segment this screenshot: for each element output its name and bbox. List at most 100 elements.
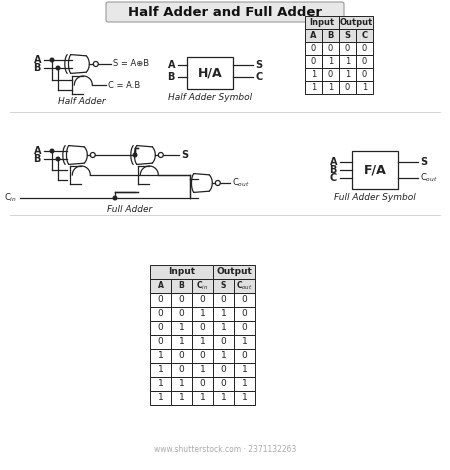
Text: 1: 1 <box>179 379 184 389</box>
Text: S = A⊕B: S = A⊕B <box>113 60 149 69</box>
Text: A: A <box>167 60 175 70</box>
FancyBboxPatch shape <box>339 81 356 94</box>
Text: Input: Input <box>310 18 334 27</box>
FancyBboxPatch shape <box>150 377 171 391</box>
FancyBboxPatch shape <box>234 363 255 377</box>
Text: 1: 1 <box>179 337 184 346</box>
Text: Full Adder Symbol: Full Adder Symbol <box>334 193 416 202</box>
Text: 0: 0 <box>158 323 163 332</box>
Text: 1: 1 <box>220 310 226 319</box>
FancyBboxPatch shape <box>322 29 339 42</box>
Text: A: A <box>33 146 41 156</box>
Text: 1: 1 <box>158 366 163 375</box>
Text: B: B <box>179 282 184 290</box>
Text: B: B <box>34 154 41 164</box>
Text: 0: 0 <box>200 352 205 360</box>
Text: S: S <box>345 31 351 40</box>
FancyBboxPatch shape <box>234 377 255 391</box>
FancyBboxPatch shape <box>322 42 339 55</box>
FancyBboxPatch shape <box>192 363 213 377</box>
Text: 1: 1 <box>242 379 248 389</box>
FancyBboxPatch shape <box>150 307 171 321</box>
FancyBboxPatch shape <box>150 279 171 293</box>
Text: 0: 0 <box>179 310 184 319</box>
Text: C$_{out}$: C$_{out}$ <box>420 172 438 184</box>
Text: 1: 1 <box>242 337 248 346</box>
FancyBboxPatch shape <box>150 265 213 279</box>
FancyBboxPatch shape <box>213 363 234 377</box>
Text: 0: 0 <box>345 83 350 92</box>
FancyBboxPatch shape <box>171 377 192 391</box>
Text: 0: 0 <box>158 296 163 305</box>
FancyBboxPatch shape <box>305 29 322 42</box>
Text: 1: 1 <box>345 57 350 66</box>
Text: 0: 0 <box>220 337 226 346</box>
Text: 0: 0 <box>179 366 184 375</box>
Circle shape <box>113 196 117 200</box>
FancyBboxPatch shape <box>234 349 255 363</box>
Text: 1: 1 <box>220 352 226 360</box>
Text: www.shutterstock.com · 2371132263: www.shutterstock.com · 2371132263 <box>154 446 296 454</box>
FancyBboxPatch shape <box>213 391 234 405</box>
Text: C$_{out}$: C$_{out}$ <box>236 280 253 292</box>
Text: 0: 0 <box>328 44 333 53</box>
FancyBboxPatch shape <box>192 377 213 391</box>
Text: Output: Output <box>216 267 252 276</box>
FancyBboxPatch shape <box>213 377 234 391</box>
FancyBboxPatch shape <box>339 42 356 55</box>
Text: 1: 1 <box>200 337 205 346</box>
Text: 0: 0 <box>242 296 248 305</box>
Text: 1: 1 <box>158 379 163 389</box>
FancyBboxPatch shape <box>322 81 339 94</box>
Text: C$_{out}$: C$_{out}$ <box>232 177 250 189</box>
Text: 1: 1 <box>242 366 248 375</box>
Text: C: C <box>255 72 262 82</box>
Text: 1: 1 <box>158 393 163 402</box>
Text: H/A: H/A <box>198 66 222 79</box>
Text: 0: 0 <box>179 296 184 305</box>
Text: B: B <box>34 63 41 73</box>
Text: Input: Input <box>168 267 195 276</box>
FancyBboxPatch shape <box>192 307 213 321</box>
Text: 0: 0 <box>242 352 248 360</box>
Text: 1: 1 <box>311 70 316 79</box>
Text: 0: 0 <box>220 379 226 389</box>
FancyBboxPatch shape <box>234 279 255 293</box>
FancyBboxPatch shape <box>171 363 192 377</box>
Text: Half Adder and Full Adder: Half Adder and Full Adder <box>128 6 322 18</box>
Text: A: A <box>310 31 317 40</box>
Text: 0: 0 <box>200 323 205 332</box>
FancyBboxPatch shape <box>356 42 373 55</box>
Text: 0: 0 <box>345 44 350 53</box>
FancyBboxPatch shape <box>171 307 192 321</box>
FancyBboxPatch shape <box>305 16 339 29</box>
FancyBboxPatch shape <box>171 349 192 363</box>
FancyBboxPatch shape <box>339 55 356 68</box>
FancyBboxPatch shape <box>356 81 373 94</box>
Text: 1: 1 <box>200 366 205 375</box>
Text: A: A <box>33 55 41 65</box>
Circle shape <box>133 153 137 157</box>
Text: 1: 1 <box>362 83 367 92</box>
Text: 0: 0 <box>311 57 316 66</box>
FancyBboxPatch shape <box>213 335 234 349</box>
FancyBboxPatch shape <box>339 68 356 81</box>
FancyBboxPatch shape <box>339 29 356 42</box>
FancyBboxPatch shape <box>356 29 373 42</box>
Text: B: B <box>167 72 175 82</box>
Text: 1: 1 <box>179 323 184 332</box>
FancyBboxPatch shape <box>192 391 213 405</box>
Text: 1: 1 <box>200 310 205 319</box>
FancyBboxPatch shape <box>171 293 192 307</box>
FancyBboxPatch shape <box>171 391 192 405</box>
Text: 0: 0 <box>220 366 226 375</box>
FancyBboxPatch shape <box>234 293 255 307</box>
FancyBboxPatch shape <box>150 363 171 377</box>
Circle shape <box>56 66 60 70</box>
FancyBboxPatch shape <box>171 279 192 293</box>
FancyBboxPatch shape <box>150 293 171 307</box>
Text: 1: 1 <box>220 323 226 332</box>
Text: 1: 1 <box>242 393 248 402</box>
Text: 0: 0 <box>311 44 316 53</box>
FancyBboxPatch shape <box>234 335 255 349</box>
